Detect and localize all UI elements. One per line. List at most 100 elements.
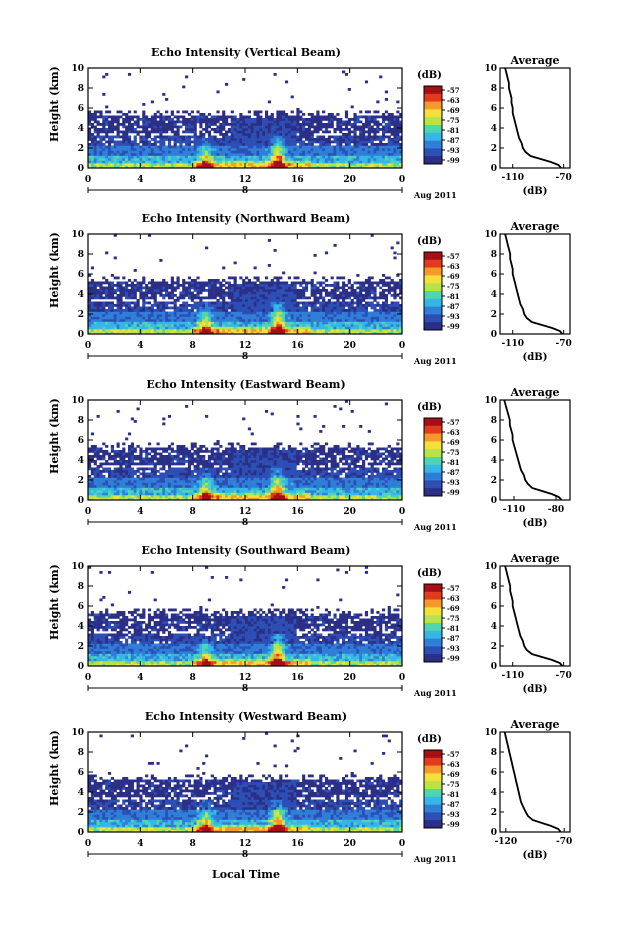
heatmap-cell bbox=[382, 138, 386, 141]
heatmap-cell bbox=[342, 150, 346, 154]
heatmap-cell bbox=[302, 294, 306, 297]
heatmap-cell bbox=[339, 145, 343, 149]
colorbar-tick-label: -69 bbox=[447, 106, 460, 115]
heatmap-cell bbox=[113, 331, 117, 335]
heatmap-cell bbox=[247, 158, 251, 161]
heatmap-cell bbox=[333, 160, 337, 164]
heatmap-cell bbox=[342, 301, 346, 305]
heatmap-cell bbox=[213, 148, 217, 151]
heatmap-cell bbox=[159, 130, 163, 134]
heatmap-cell bbox=[245, 158, 249, 161]
heatmap-cell bbox=[90, 477, 94, 481]
heatmap-cell bbox=[310, 130, 314, 134]
heatmap-cell bbox=[102, 130, 106, 134]
heatmap-cell bbox=[96, 321, 100, 325]
heatmap-cell bbox=[130, 123, 134, 126]
heatmap-cell bbox=[207, 158, 212, 161]
heatmap-cell bbox=[364, 140, 369, 144]
colorbar-segment bbox=[424, 293, 442, 296]
heatmap-cell bbox=[267, 299, 271, 302]
heatmap-cell bbox=[125, 477, 129, 481]
heatmap-cell bbox=[239, 319, 243, 322]
heatmap-cell bbox=[273, 284, 277, 287]
heatmap-cell bbox=[99, 138, 103, 141]
heatmap-cell bbox=[347, 326, 351, 330]
heatmap-cell bbox=[142, 148, 146, 151]
heatmap-cell bbox=[327, 150, 331, 154]
heatmap-cell bbox=[299, 311, 303, 315]
heatmap-cell bbox=[396, 301, 400, 305]
heatmap-cell bbox=[165, 128, 169, 131]
heatmap-cell bbox=[139, 294, 143, 297]
heatmap-cell bbox=[333, 289, 337, 292]
heatmap-cell bbox=[342, 135, 346, 139]
heatmap-cell bbox=[127, 497, 132, 501]
heatmap-cell bbox=[139, 165, 143, 169]
heatmap-cell bbox=[187, 148, 192, 151]
heatmap-cell bbox=[127, 460, 132, 463]
heatmap-cell bbox=[379, 326, 383, 330]
heatmap-cell bbox=[396, 128, 400, 131]
heatmap-cell bbox=[373, 143, 377, 146]
heatmap-cell bbox=[356, 150, 360, 154]
heatmap-cell bbox=[182, 329, 186, 332]
heatmap-cell bbox=[242, 130, 246, 134]
heatmap-cell bbox=[253, 281, 257, 285]
heatmap-cell bbox=[88, 487, 92, 491]
heatmap-cell bbox=[259, 160, 263, 164]
heatmap-cell bbox=[88, 133, 92, 136]
heatmap-cell bbox=[327, 299, 331, 302]
heatmap-cell bbox=[122, 118, 126, 121]
heatmap-cell bbox=[230, 165, 234, 169]
heatmap-cell bbox=[225, 158, 229, 161]
colorbar-segment bbox=[424, 102, 442, 105]
heatmap-cell bbox=[322, 286, 326, 290]
heatmap-cell bbox=[296, 281, 300, 285]
heatmap-cell bbox=[390, 148, 394, 151]
heatmap-cell bbox=[293, 163, 297, 166]
heatmap-cell bbox=[344, 135, 349, 139]
heatmap-cell bbox=[165, 321, 169, 325]
heatmap-cell bbox=[359, 145, 363, 149]
heatmap-cell bbox=[93, 296, 97, 300]
heatmap-cell bbox=[102, 163, 106, 166]
heatmap-cell bbox=[384, 329, 389, 332]
heatmap-cell bbox=[327, 321, 331, 325]
heatmap-cell bbox=[90, 331, 94, 335]
heatmap-cell bbox=[190, 125, 194, 129]
heatmap-cell bbox=[399, 123, 403, 126]
colorbar-segment bbox=[424, 123, 442, 126]
heatmap-cell bbox=[207, 316, 212, 320]
heatmap-cell bbox=[88, 110, 92, 114]
heatmap-cell bbox=[227, 155, 232, 159]
heatmap-cell bbox=[267, 128, 271, 131]
heatmap-cell bbox=[153, 145, 157, 149]
heatmap-cell bbox=[136, 284, 140, 287]
colorbar-segment bbox=[424, 140, 442, 143]
heatmap-cell bbox=[196, 281, 200, 285]
heatmap-cell bbox=[379, 150, 383, 154]
colorbar-segment bbox=[424, 161, 442, 163]
heatmap-cell bbox=[102, 143, 106, 146]
heatmap-cell bbox=[110, 150, 114, 154]
heatmap-cell bbox=[227, 321, 232, 325]
heatmap-cell bbox=[247, 120, 251, 124]
heatmap-cell bbox=[399, 316, 403, 320]
heatmap-cell bbox=[322, 138, 326, 141]
heatmap-cell bbox=[322, 163, 326, 166]
heatmap-cell bbox=[236, 153, 240, 156]
heatmap-cell bbox=[262, 163, 266, 166]
heatmap-cell bbox=[205, 120, 209, 124]
heatmap-cell bbox=[196, 329, 200, 332]
heatmap-cell bbox=[276, 309, 280, 312]
heatmap-cell bbox=[387, 135, 391, 139]
heatmap-cell bbox=[93, 158, 97, 161]
colorbar-segment bbox=[424, 162, 442, 165]
heatmap-cell bbox=[205, 296, 209, 300]
heatmap-cell bbox=[364, 163, 369, 166]
heatmap-cell bbox=[362, 284, 366, 287]
heatmap-cell bbox=[362, 133, 366, 136]
heatmap-cell bbox=[296, 276, 300, 280]
heatmap-cell bbox=[382, 158, 386, 161]
heatmap-cell bbox=[96, 324, 100, 327]
